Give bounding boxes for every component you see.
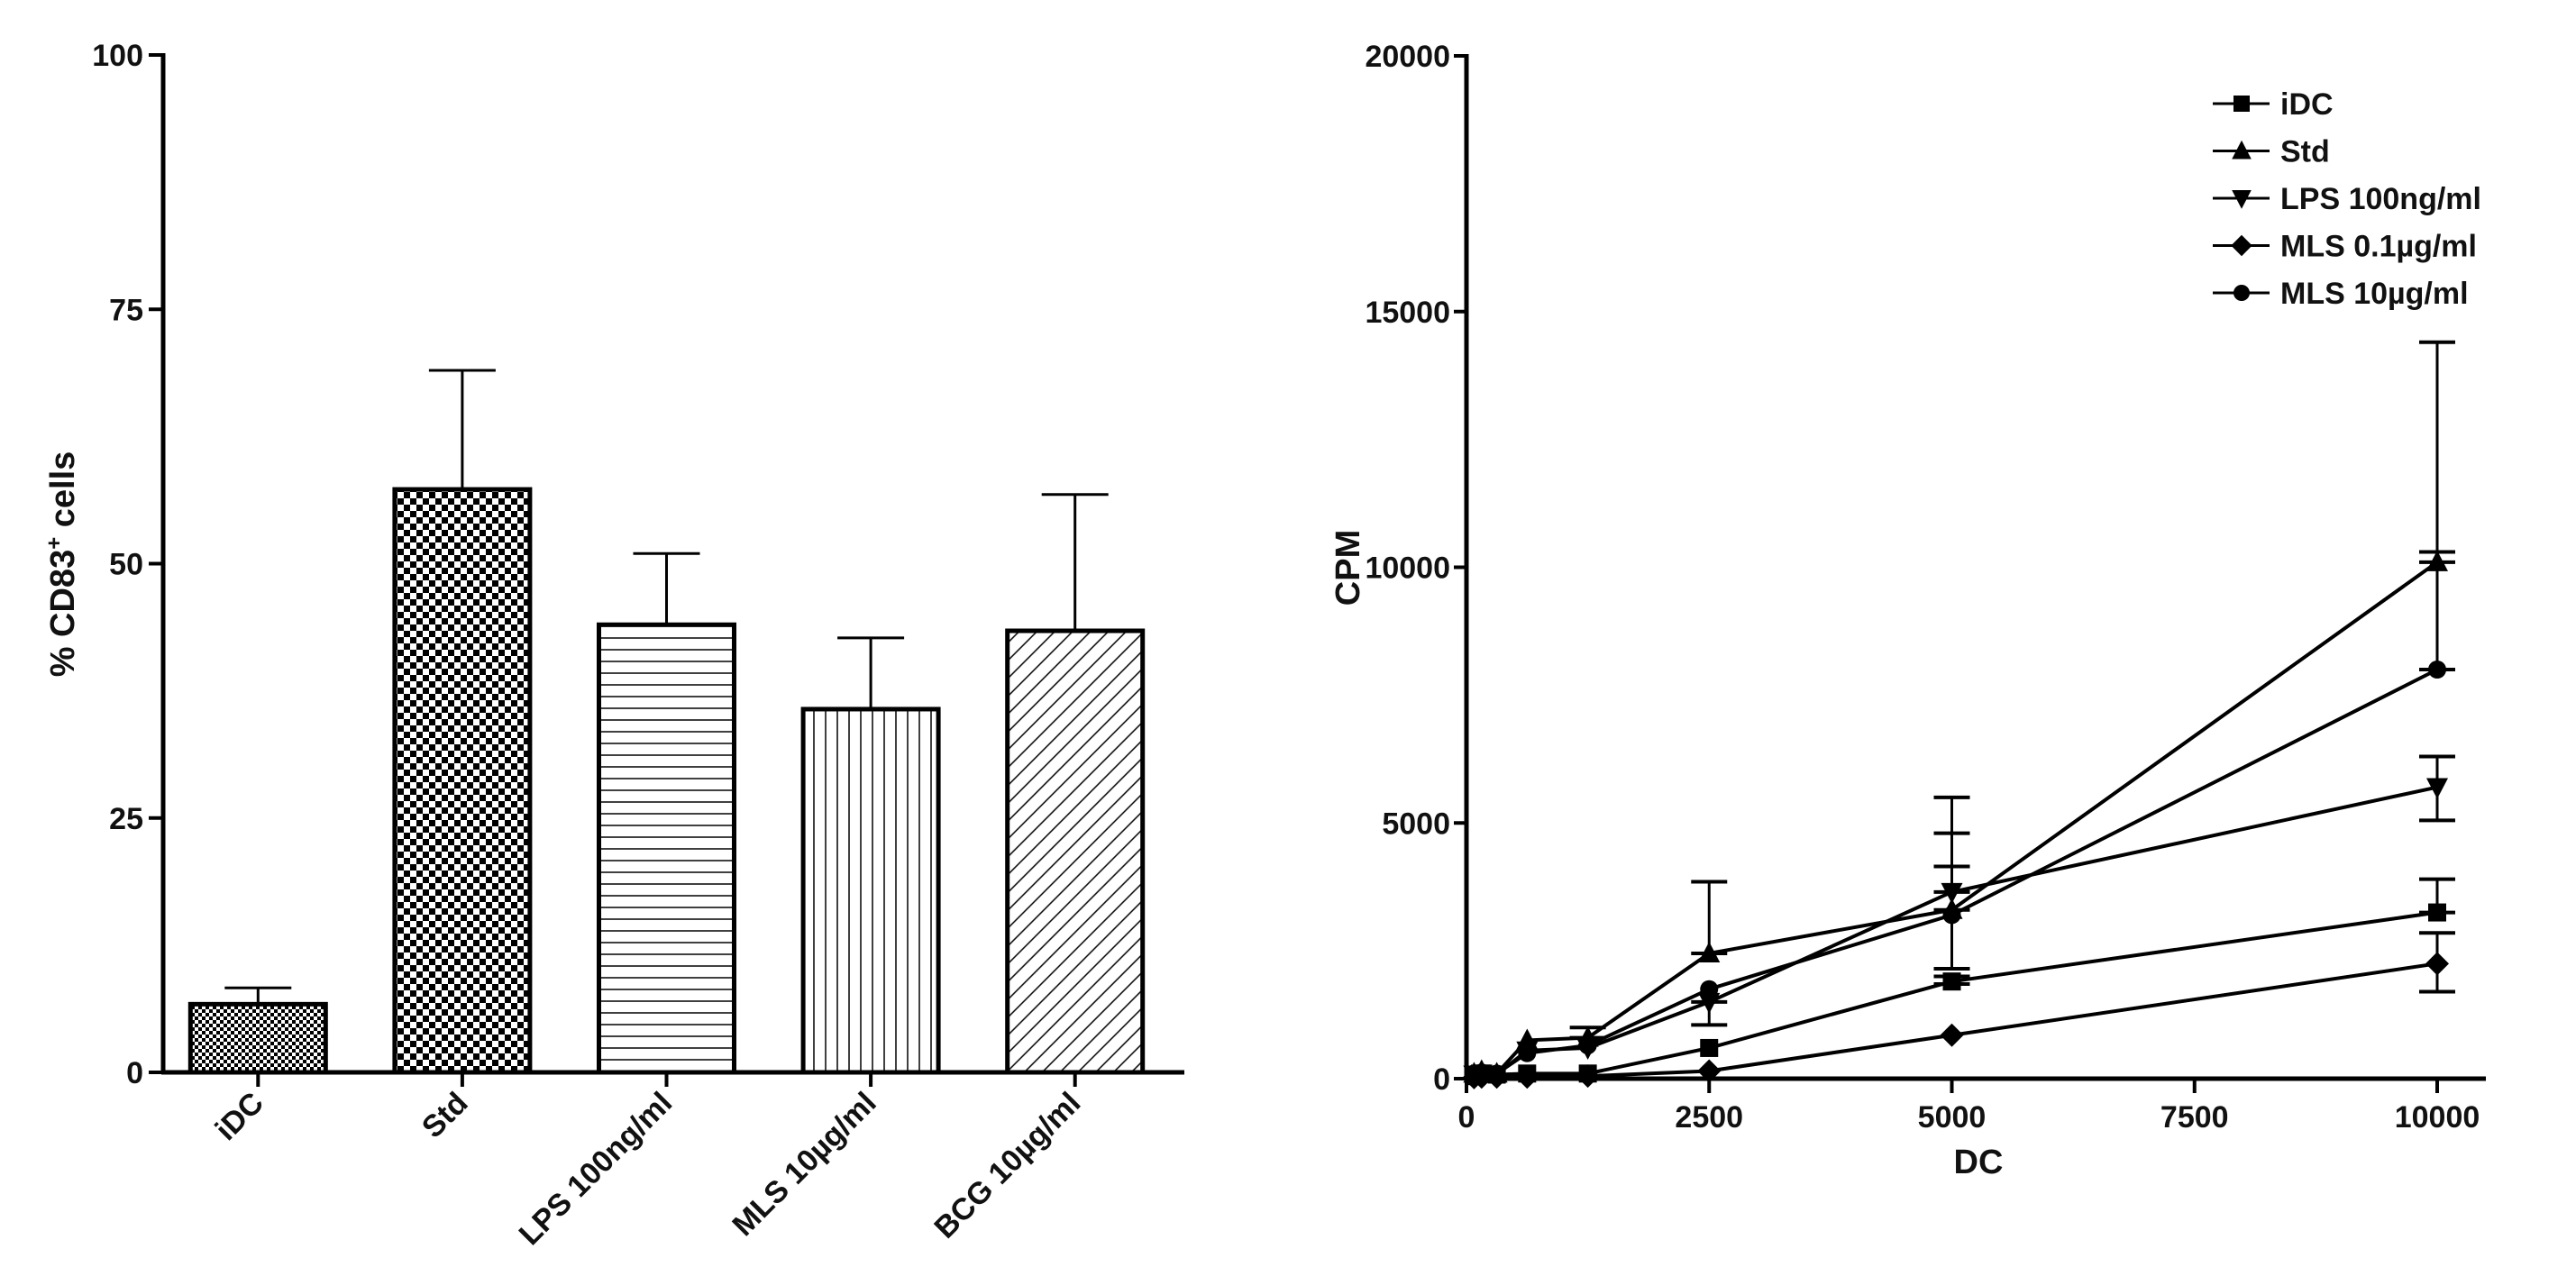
legend-marker [2232, 190, 2252, 209]
data-point [1578, 1036, 1597, 1055]
x-tick-label: 10000 [2395, 1100, 2480, 1135]
y-tick-label: 10000 [1365, 551, 1450, 586]
y-tick-label: 0 [126, 1056, 143, 1090]
line-chart-cpm: 0 5000 10000 15000 20000 0 2500 5000 7500 10000 DC… [1329, 40, 2486, 1181]
data-point [1942, 972, 1961, 991]
data-point [1515, 1065, 1539, 1089]
x-tick-label: MLS 10µg/ml [726, 1086, 882, 1243]
series-4 [1465, 340, 2455, 1083]
data-point [1942, 906, 1961, 925]
legend-label: LPS 100ng/ml [2280, 182, 2481, 216]
data-point [1940, 1023, 1964, 1047]
legend-item-2: LPS 100ng/ml [2213, 182, 2481, 216]
x-axis-label: DC [1954, 1144, 2004, 1181]
bar-3 [800, 706, 941, 1075]
y-tick-label: 15000 [1365, 296, 1450, 330]
x-tick-label: BCG 10µg/ml [927, 1086, 1087, 1245]
data-point [2425, 952, 2449, 976]
bar-1 [392, 487, 533, 1075]
series-line [1474, 668, 2438, 1076]
legend-marker [2233, 96, 2250, 112]
y-axis-label-suffix: cells [44, 451, 82, 537]
legend-label: Std [2280, 135, 2330, 169]
legend-label: MLS 10µg/ml [2280, 277, 2469, 311]
y-axis-label-superscript: + [42, 537, 67, 550]
legend-marker [2231, 234, 2252, 257]
data-point [2428, 903, 2446, 922]
data-point [2428, 661, 2446, 679]
legend-item-4: MLS 10µg/ml [2213, 277, 2469, 311]
legend-item-0: iDC [2213, 87, 2334, 122]
y-axis-label: % CD83+ cells [42, 451, 82, 678]
bar-0 [187, 1001, 328, 1075]
x-tick-label: 7500 [2160, 1100, 2229, 1135]
data-point [1518, 1044, 1537, 1062]
legend-marker [2232, 140, 2252, 160]
y-axis-label: CPM [1329, 530, 1367, 606]
legend-label: iDC [2280, 87, 2334, 122]
legend-item-1: Std [2213, 135, 2330, 169]
x-tick-label: 5000 [1918, 1100, 1987, 1135]
x-tick-label: Std [416, 1086, 475, 1145]
bar-chart-cd83: 0 25 50 75 100 % CD83+ cells iDC Std LPS 100ng/m… [42, 39, 1184, 1252]
data-point [1487, 1064, 1506, 1083]
x-tick-label: LPS 100ng/ml [513, 1086, 680, 1253]
data-point [1698, 941, 1721, 962]
y-tick-label: 20000 [1365, 40, 1450, 74]
y-tick-label: 50 [109, 548, 143, 582]
data-point [1700, 980, 1719, 998]
bar-2 [597, 622, 736, 1075]
x-tick-label: iDC [209, 1086, 270, 1147]
legend-item-3: MLS 0.1µg/ml [2213, 230, 2477, 264]
series-line [1473, 910, 2438, 1079]
legend-marker [2233, 285, 2250, 301]
y-tick-label: 75 [109, 293, 143, 327]
x-tick-label: 2500 [1675, 1100, 1743, 1135]
series-3 [1462, 931, 2455, 1089]
y-tick-label: 0 [1433, 1062, 1450, 1097]
data-point [2426, 778, 2448, 799]
x-tick-label: 0 [1458, 1100, 1475, 1135]
legend-label: MLS 0.1µg/ml [2280, 230, 2477, 264]
data-point [1697, 1059, 1722, 1083]
data-point [1698, 992, 1721, 1014]
y-axis-label-main: % CD83 [44, 550, 82, 678]
bar-4 [1005, 628, 1146, 1075]
y-tick-label: 25 [109, 802, 143, 836]
data-point [1700, 1038, 1719, 1057]
y-tick-label: 5000 [1382, 807, 1450, 841]
y-tick-label: 100 [92, 39, 143, 73]
data-point [1576, 1064, 1600, 1089]
data-point [1472, 1063, 1491, 1082]
